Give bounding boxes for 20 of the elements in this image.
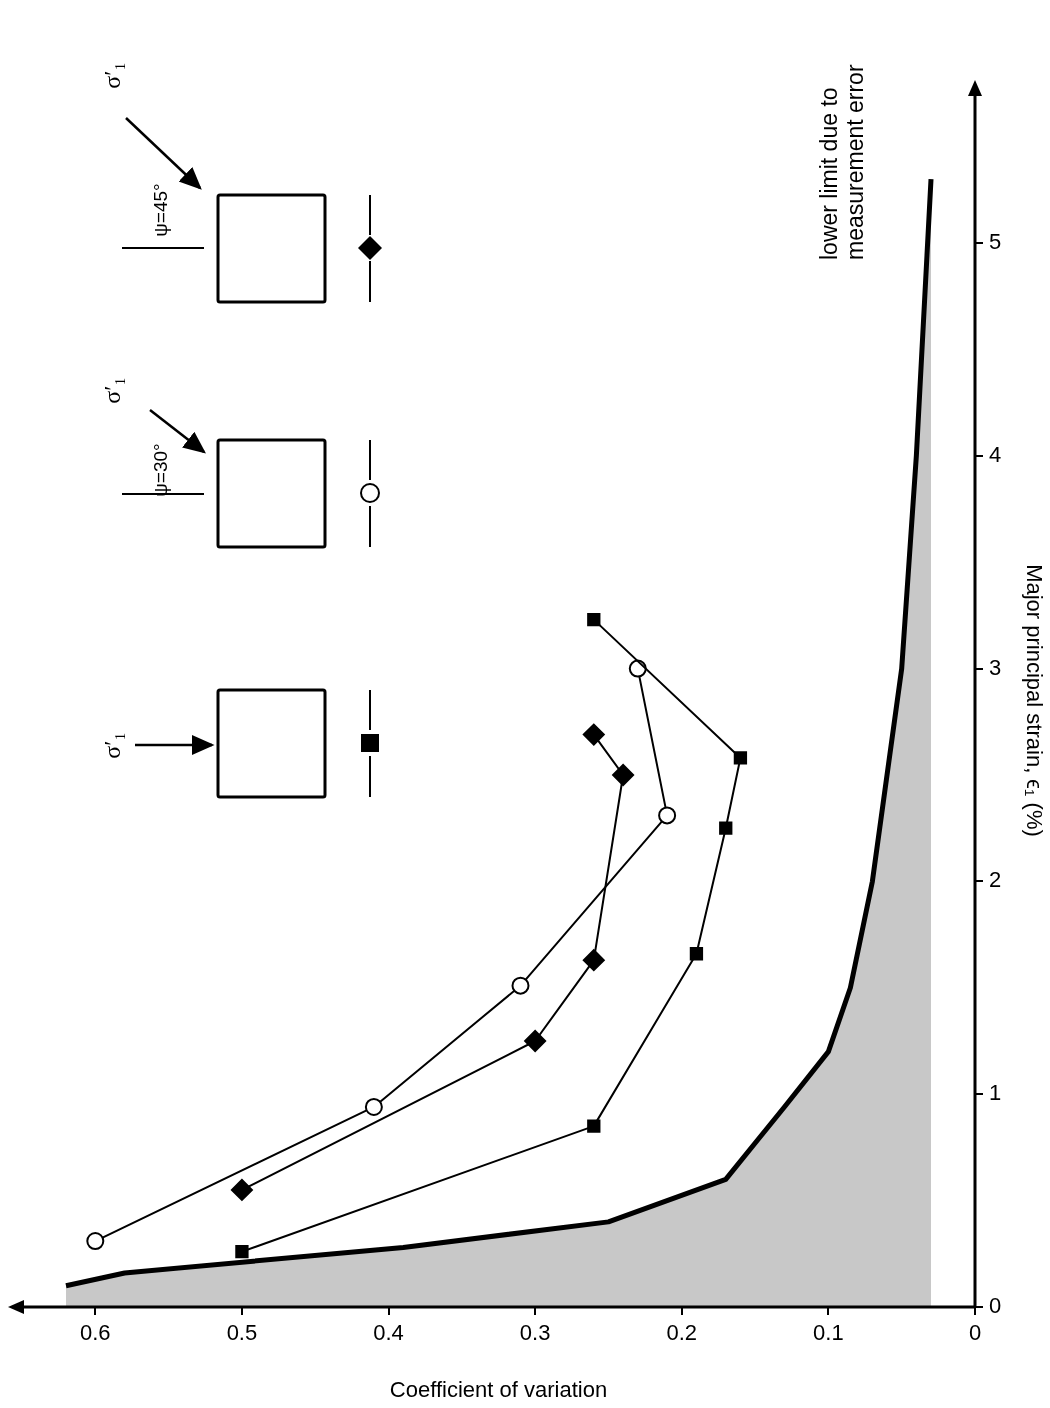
y-tick-label: 3 xyxy=(989,654,1002,680)
annotation: ψ=45° xyxy=(149,183,172,237)
y-tick-label: 4 xyxy=(989,441,1002,467)
x-tick-label: 0.5 xyxy=(226,1320,258,1346)
annotation: σ′₁ xyxy=(98,376,126,404)
y-tick-label: 0 xyxy=(989,1293,1002,1319)
x-axis-title: Coefficient of variation xyxy=(389,1376,608,1402)
annotation: lower limit due to measurement error xyxy=(816,63,868,260)
text: σ′₁ xyxy=(98,61,126,89)
x-tick-label: 0.2 xyxy=(666,1320,698,1346)
x-tick-label: 0 xyxy=(968,1320,982,1346)
x-tick-label: 0.1 xyxy=(813,1320,844,1346)
x-tick-label: 0.4 xyxy=(373,1320,404,1346)
x-tick-label: 0.6 xyxy=(80,1320,111,1346)
annotation: σ′₁ xyxy=(98,731,126,759)
y-tick-label: 1 xyxy=(989,1080,1002,1106)
y-tick-label: 2 xyxy=(989,867,1002,893)
x-tick-label: 0.3 xyxy=(519,1320,551,1346)
y-tick-label: 5 xyxy=(989,229,1002,255)
y-axis-title: Major principal strain, ϵ₁ (%) xyxy=(1021,564,1047,837)
